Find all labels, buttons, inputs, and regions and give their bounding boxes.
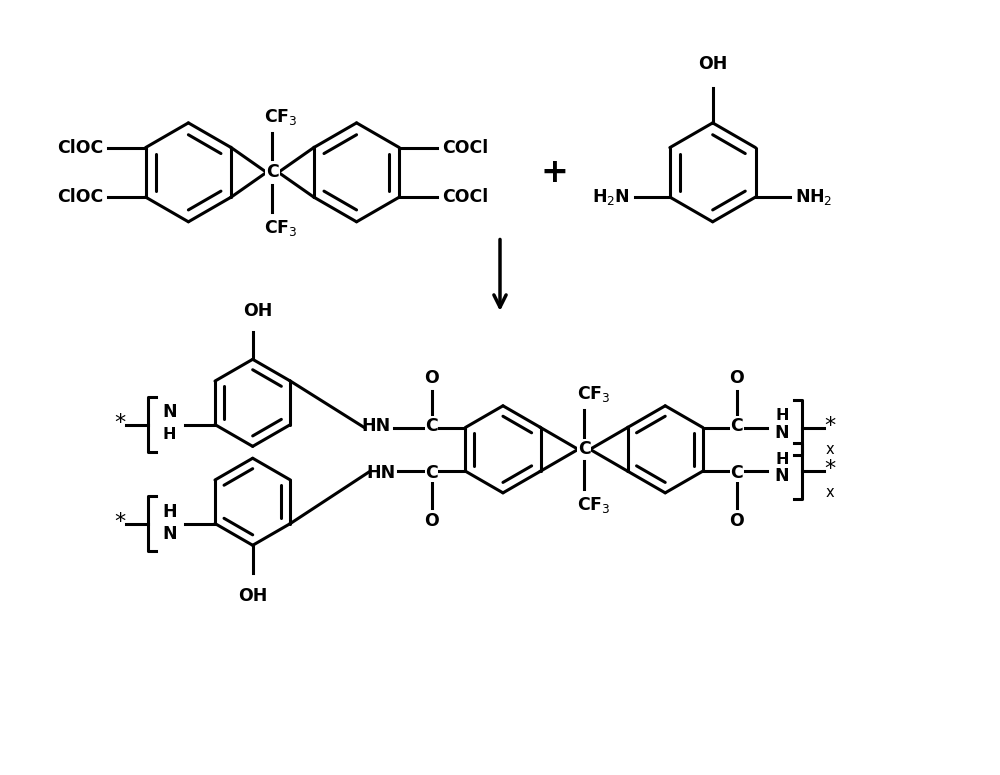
Text: C: C bbox=[425, 464, 438, 482]
Text: x: x bbox=[825, 485, 834, 501]
Text: HN: HN bbox=[362, 417, 391, 435]
Text: OH: OH bbox=[243, 301, 272, 320]
Text: *: * bbox=[824, 459, 835, 479]
Text: +: + bbox=[540, 156, 568, 189]
Text: N: N bbox=[162, 403, 177, 421]
Text: *: * bbox=[824, 415, 835, 436]
Text: H: H bbox=[162, 503, 177, 521]
Text: COCl: COCl bbox=[442, 139, 488, 157]
Text: C: C bbox=[730, 417, 743, 435]
Text: OH: OH bbox=[698, 56, 727, 74]
Text: H: H bbox=[775, 452, 789, 467]
Text: ClOC: ClOC bbox=[57, 139, 103, 157]
Text: CF$_3$: CF$_3$ bbox=[577, 494, 611, 515]
Text: O: O bbox=[729, 512, 744, 529]
Text: *: * bbox=[114, 412, 126, 432]
Text: N: N bbox=[162, 525, 177, 543]
Text: C: C bbox=[266, 164, 279, 181]
Text: H: H bbox=[775, 408, 789, 423]
Text: NH$_2$: NH$_2$ bbox=[795, 187, 832, 207]
Text: H$_2$N: H$_2$N bbox=[592, 187, 630, 207]
Text: *: * bbox=[114, 512, 126, 532]
Text: CF$_3$: CF$_3$ bbox=[264, 218, 297, 238]
Text: OH: OH bbox=[238, 587, 267, 604]
Text: CF$_3$: CF$_3$ bbox=[264, 107, 297, 127]
Text: CF$_3$: CF$_3$ bbox=[577, 384, 611, 404]
Text: N: N bbox=[775, 467, 789, 485]
Text: C: C bbox=[425, 417, 438, 435]
Text: O: O bbox=[424, 369, 439, 387]
Text: H: H bbox=[163, 427, 176, 442]
Text: O: O bbox=[424, 512, 439, 529]
Text: HN: HN bbox=[367, 464, 396, 482]
Text: x: x bbox=[825, 442, 834, 456]
Text: COCl: COCl bbox=[442, 188, 488, 206]
Text: C: C bbox=[730, 464, 743, 482]
Text: N: N bbox=[775, 423, 789, 442]
Text: O: O bbox=[729, 369, 744, 387]
Text: C: C bbox=[578, 440, 590, 458]
Text: ClOC: ClOC bbox=[57, 188, 103, 206]
